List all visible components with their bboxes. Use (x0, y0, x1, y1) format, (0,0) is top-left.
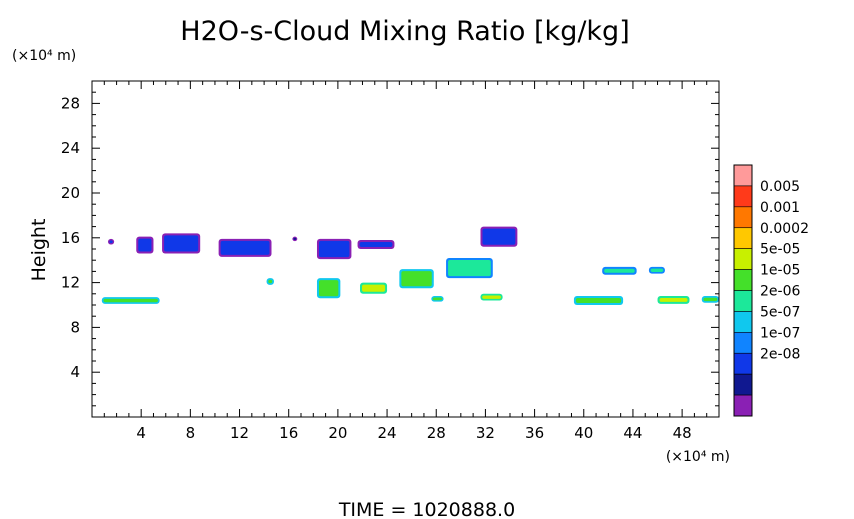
colorbar-label: 0.005 (760, 179, 800, 195)
cloud-region-core (482, 228, 516, 245)
cloud-region-core (650, 268, 664, 272)
cloud-region-core (482, 295, 501, 299)
colorbar-label: 0.0002 (760, 221, 809, 237)
colorbar-swatch (733, 164, 753, 187)
x-tick-label: 8 (186, 424, 196, 442)
colorbar-swatch (733, 269, 753, 291)
colorbar: 0.005 0.001 0.0002 5e-05 1e-05 2e-06 5e-07 1e-0… (733, 164, 809, 417)
y-tick-label: 4 (70, 363, 80, 381)
cloud-region-core (318, 280, 339, 297)
x-tick-label: 16 (279, 424, 298, 442)
x-tick-label: 12 (230, 424, 249, 442)
x-tick-label: 4 (136, 424, 146, 442)
cloud-region-core (604, 268, 635, 273)
colorbar-swatch (733, 332, 753, 354)
y-tick-label: 16 (61, 229, 80, 247)
x-tick-labels: 4 8 12 16 20 24 28 32 36 40 44 48 (136, 424, 691, 442)
colorbar-label: 1e-07 (760, 325, 800, 341)
cloud-region-core (109, 240, 113, 244)
colorbar-swatch (733, 394, 753, 417)
y-tick-label: 24 (61, 139, 80, 157)
x-tick-label: 36 (525, 424, 544, 442)
cloud-region-core (401, 271, 432, 287)
axis-ticks (92, 81, 719, 417)
x-tick-label: 40 (574, 424, 593, 442)
y-tick-labels: 4 8 12 16 20 24 28 (61, 94, 80, 381)
cloud-region-core (448, 259, 491, 277)
cloud-region-core (164, 235, 199, 252)
y-tick-label: 12 (61, 274, 80, 292)
colorbar-label: 5e-07 (760, 304, 800, 320)
x-tick-label: 20 (328, 424, 347, 442)
x-tick-label: 48 (673, 424, 692, 442)
colorbar-label: 1e-05 (760, 263, 800, 279)
cloud-region-core (703, 297, 718, 302)
colorbar-swatch (733, 227, 753, 249)
y-tick-label: 28 (61, 94, 80, 112)
y-axis-unit: (×10⁴ m) (12, 48, 76, 64)
colorbar-frame (733, 164, 753, 417)
colorbar-label: 5e-05 (760, 242, 800, 258)
cloud-region-core (138, 238, 152, 252)
colorbar-swatch (733, 185, 753, 208)
cloud-field (101, 226, 719, 305)
cloud-region-core (293, 237, 297, 241)
cloud-region-core (103, 298, 158, 303)
colorbar-swatch (733, 248, 753, 270)
colorbar-label: 0.001 (760, 200, 800, 216)
y-axis-label: Height (28, 219, 50, 282)
cloud-region-core (318, 240, 350, 258)
x-tick-label: 44 (623, 424, 642, 442)
x-axis-unit: (×10⁴ m) (666, 449, 730, 465)
colorbar-label: 2e-08 (760, 346, 800, 362)
cloud-region-core (268, 279, 273, 284)
y-tick-label: 8 (70, 318, 80, 336)
colorbar-swatch (733, 206, 753, 229)
chart-title: H2O-s-Cloud Mixing Ratio [kg/kg] (180, 16, 629, 47)
cloud-region-core (362, 284, 386, 292)
colorbar-swatch (733, 311, 753, 333)
cloud-region-core (575, 298, 622, 303)
time-footer: TIME = 1020888.0 (338, 499, 515, 519)
colorbar-label: 2e-06 (760, 284, 800, 300)
colorbar-swatch (733, 352, 753, 375)
y-tick-label: 20 (61, 184, 80, 202)
x-tick-label: 24 (378, 424, 397, 442)
colorbar-swatch (733, 290, 753, 312)
x-tick-label: 28 (427, 424, 446, 442)
cloud-region-core (220, 240, 270, 255)
cloud-region-core (432, 297, 443, 301)
colorbar-swatch (733, 373, 753, 396)
x-tick-label: 32 (476, 424, 495, 442)
cloud-region-core (359, 242, 393, 247)
cloud-region-core (659, 298, 688, 302)
plot-frame (91, 80, 720, 418)
